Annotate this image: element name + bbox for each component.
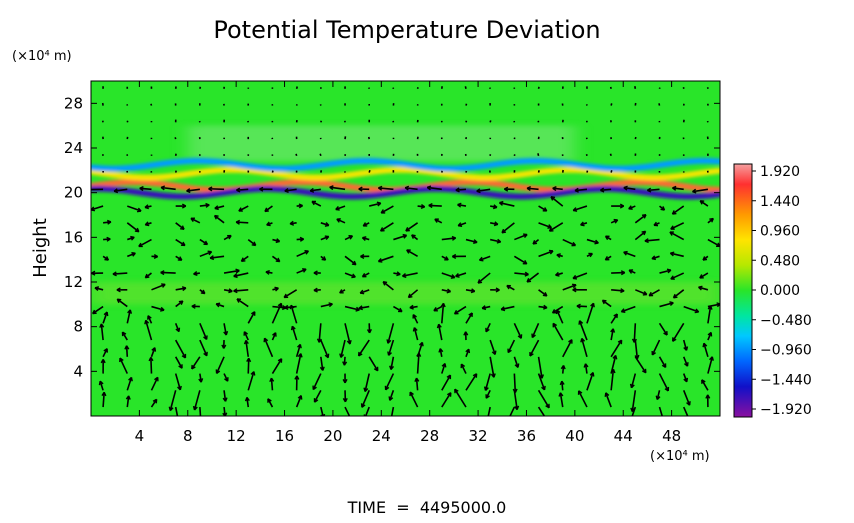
wind-arrow bbox=[610, 154, 611, 156]
chart-title: Potential Temperature Deviation bbox=[213, 16, 600, 44]
wind-arrow bbox=[465, 86, 466, 89]
colorbar-label: 1.440 bbox=[760, 194, 800, 210]
wind-arrow bbox=[611, 103, 612, 105]
x-tick-label: 8 bbox=[183, 427, 193, 445]
x-tick-label: 44 bbox=[614, 427, 633, 445]
x-axis-unit: (×10⁴ m) bbox=[650, 449, 710, 464]
field-upper-light bbox=[188, 126, 575, 162]
y-tick-label: 28 bbox=[64, 94, 83, 112]
wind-arrow bbox=[490, 120, 491, 122]
x-tick-label: 16 bbox=[275, 427, 294, 445]
wind-arrow bbox=[538, 153, 539, 156]
y-tick-label: 12 bbox=[64, 273, 83, 291]
x-tick-label: 40 bbox=[565, 427, 584, 445]
wind-arrow bbox=[659, 103, 660, 105]
colorbar-label: −0.480 bbox=[760, 313, 812, 329]
y-tick-label: 4 bbox=[73, 362, 83, 380]
colorbar-label: 1.920 bbox=[760, 164, 800, 180]
y-axis-label: Height bbox=[30, 218, 51, 278]
wind-arrow bbox=[635, 137, 636, 139]
y-tick-label: 16 bbox=[64, 228, 83, 246]
x-tick-label: 48 bbox=[662, 427, 681, 445]
x-tick-label: 12 bbox=[227, 427, 246, 445]
plot-area bbox=[87, 81, 720, 427]
y-tick-label: 24 bbox=[64, 139, 83, 157]
x-tick-label: 32 bbox=[469, 427, 488, 445]
wind-arrow bbox=[176, 171, 177, 173]
y-tick-label: 8 bbox=[73, 318, 83, 336]
wind-arrow bbox=[321, 170, 322, 172]
x-tick-label: 24 bbox=[372, 427, 391, 445]
wind-arrow bbox=[611, 170, 612, 172]
colorbar-label: −1.440 bbox=[760, 372, 812, 388]
wind-arrow bbox=[369, 170, 370, 172]
x-tick-label: 20 bbox=[323, 427, 342, 445]
x-tick-label: 4 bbox=[135, 427, 145, 445]
wind-arrow bbox=[272, 171, 273, 173]
colorbar-label: 0.960 bbox=[760, 224, 800, 240]
x-tick-label: 36 bbox=[517, 427, 536, 445]
colorbar-label: −1.920 bbox=[760, 402, 812, 418]
wind-arrow bbox=[151, 104, 152, 106]
colorbar-label: 0.480 bbox=[760, 253, 800, 269]
y-axis-unit: (×10⁴ m) bbox=[12, 49, 72, 64]
wind-arrow bbox=[297, 86, 298, 88]
colorbar-label: 0.000 bbox=[760, 283, 800, 299]
wind-arrow bbox=[320, 154, 321, 156]
colorbar-labels: 1.920 1.440 0.960 0.480 0.000 −0.480 −0.960 −1.… bbox=[752, 164, 812, 418]
colorbar-label: −0.960 bbox=[760, 343, 812, 359]
wind-arrow bbox=[587, 171, 588, 173]
field-mid-light bbox=[91, 282, 720, 304]
y-tick-label: 20 bbox=[64, 184, 83, 202]
wind-arrow bbox=[539, 170, 540, 172]
colorbar bbox=[734, 164, 752, 417]
x-tick-label: 28 bbox=[420, 427, 439, 445]
wind-arrow bbox=[466, 104, 467, 106]
wind-arrow bbox=[296, 154, 297, 156]
time-footer: TIME = 4495000.0 bbox=[347, 498, 507, 517]
